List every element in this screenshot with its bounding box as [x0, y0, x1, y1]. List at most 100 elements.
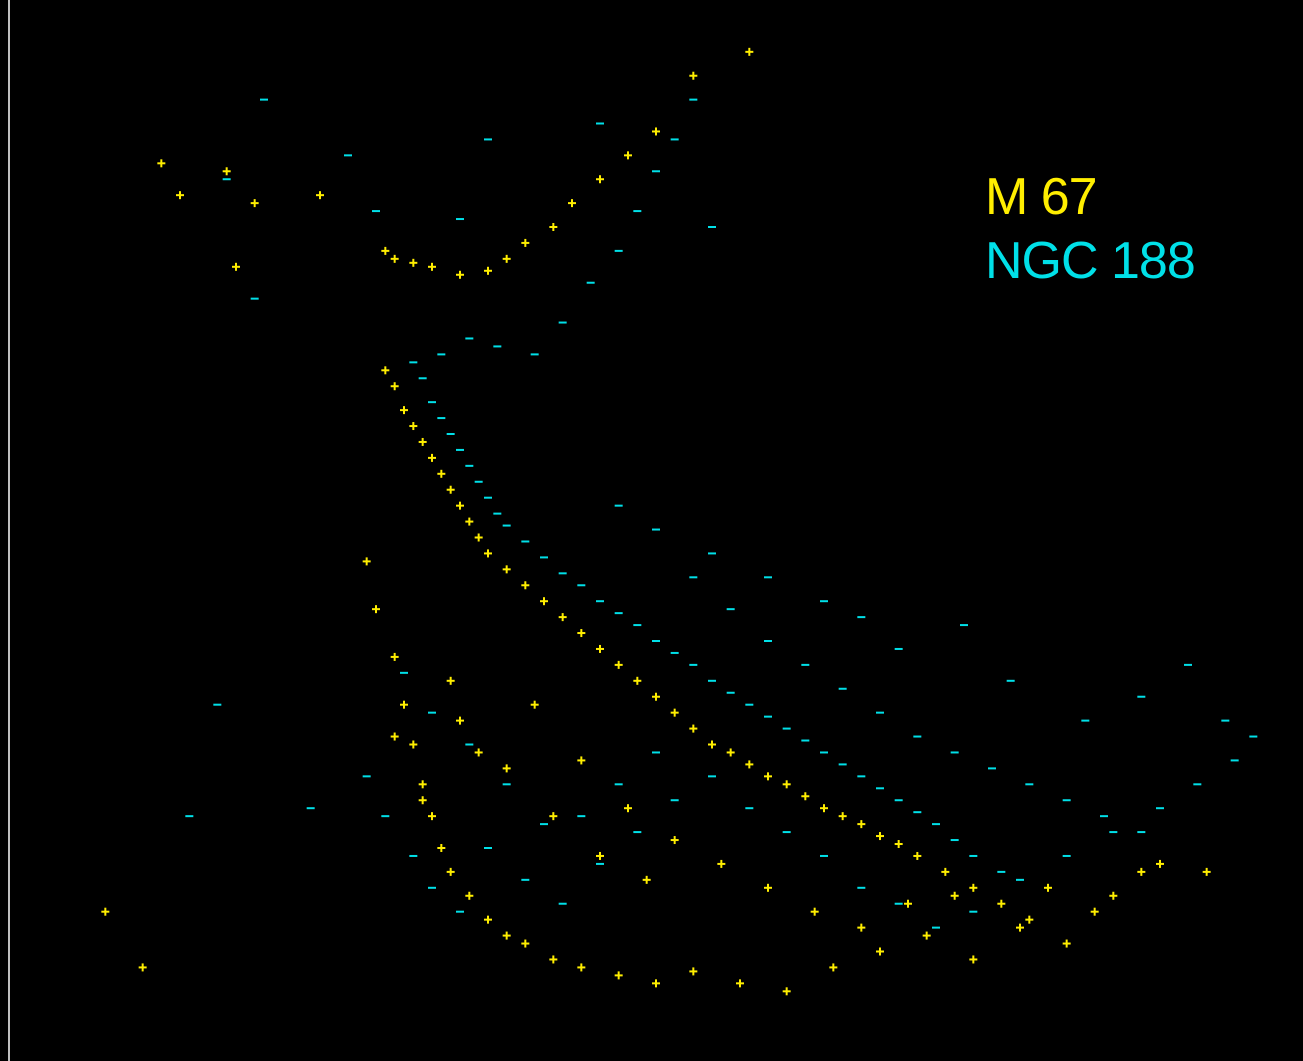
- m67-point: [428, 262, 436, 271]
- m67-point: [456, 716, 464, 725]
- m67-point: [876, 832, 884, 841]
- m67-point: [568, 199, 576, 208]
- m67-point: [418, 796, 427, 805]
- m67-point: [726, 748, 735, 757]
- m67-point: [969, 955, 978, 964]
- m67-point: [596, 851, 604, 860]
- m67-point: [484, 266, 492, 275]
- m67-point: [904, 899, 912, 908]
- m67-point: [876, 947, 884, 956]
- m67-point: [1109, 891, 1118, 900]
- m67-point: [577, 629, 586, 638]
- m67-point: [894, 840, 903, 849]
- m67-point: [820, 804, 828, 813]
- m67-point: [614, 660, 623, 669]
- m67-point: [689, 724, 698, 733]
- m67-point: [437, 844, 446, 852]
- m67-point: [502, 565, 511, 574]
- m67-point: [400, 406, 408, 415]
- m67-point: [670, 708, 679, 717]
- m67-point: [521, 939, 530, 948]
- m67-point: [446, 676, 455, 685]
- m67-point: [390, 254, 399, 263]
- m67-point: [1025, 915, 1034, 924]
- data-points-layer: [101, 47, 1258, 996]
- m67-point: [652, 127, 660, 136]
- m67-point: [502, 254, 511, 263]
- m67-point: [558, 613, 567, 622]
- m67-point: [1156, 859, 1164, 868]
- m67-point: [670, 836, 679, 845]
- legend-item-ngc188: NGC 188: [985, 232, 1196, 290]
- m67-point: [381, 366, 390, 375]
- m67-point: [689, 71, 698, 80]
- m67-point: [232, 262, 240, 271]
- m67-point: [829, 963, 838, 972]
- m67-point: [652, 979, 660, 988]
- m67-point: [913, 851, 922, 860]
- m67-point: [652, 692, 660, 701]
- m67-point: [390, 652, 399, 661]
- m67-point: [736, 979, 744, 988]
- m67-point: [176, 191, 184, 200]
- m67-point: [362, 557, 371, 566]
- m67-point: [549, 812, 558, 821]
- m67-point: [409, 258, 418, 267]
- m67-point: [633, 676, 642, 685]
- m67-point: [782, 987, 791, 996]
- m67-point: [502, 931, 511, 940]
- m67-point: [708, 740, 716, 749]
- m67-point: [428, 812, 436, 821]
- m67-point: [922, 931, 931, 940]
- m67-point: [456, 270, 464, 279]
- m67-point: [1202, 867, 1211, 876]
- m67-point: [577, 963, 586, 972]
- m67-point: [418, 437, 427, 446]
- m67-point: [782, 780, 791, 789]
- m67-point: [596, 644, 604, 653]
- m67-point: [689, 967, 698, 976]
- m67-point: [857, 820, 866, 829]
- m67-point: [409, 740, 418, 749]
- m67-point: [101, 907, 110, 916]
- m67-point: [642, 875, 651, 884]
- m67-point: [810, 907, 819, 916]
- m67-point: [484, 915, 492, 924]
- m67-point: [1016, 923, 1024, 932]
- m67-point: [941, 867, 950, 876]
- m67-point: [950, 891, 959, 900]
- m67-point: [624, 151, 632, 160]
- m67-point: [474, 533, 483, 542]
- m67-point: [418, 780, 427, 789]
- m67-point: [838, 812, 847, 821]
- legend-item-m67: M 67: [985, 168, 1098, 226]
- m67-point: [857, 923, 866, 932]
- m67-point: [530, 700, 539, 709]
- m67-point: [764, 883, 772, 892]
- m67-point: [446, 867, 455, 876]
- m67-point: [381, 246, 390, 255]
- m67-point: [409, 422, 418, 431]
- m67-point: [465, 517, 474, 526]
- m67-point: [437, 469, 446, 478]
- m67-point: [484, 549, 492, 558]
- m67-point: [969, 883, 978, 892]
- m67-point: [521, 581, 530, 590]
- m67-point: [614, 971, 623, 980]
- m67-point: [502, 764, 511, 773]
- m67-point: [577, 756, 586, 765]
- m67-point: [316, 191, 324, 200]
- m67-point: [997, 899, 1006, 908]
- m67-point: [456, 501, 464, 510]
- m67-point: [745, 760, 754, 769]
- m67-point: [624, 804, 632, 813]
- m67-point: [428, 453, 436, 462]
- m67-point: [465, 891, 474, 900]
- m67-point: [1137, 867, 1146, 876]
- y-axis-line: [8, 0, 10, 1061]
- m67-point: [540, 597, 548, 606]
- m67-point: [549, 223, 558, 231]
- m67-point: [1062, 939, 1071, 948]
- m67-point: [764, 772, 772, 781]
